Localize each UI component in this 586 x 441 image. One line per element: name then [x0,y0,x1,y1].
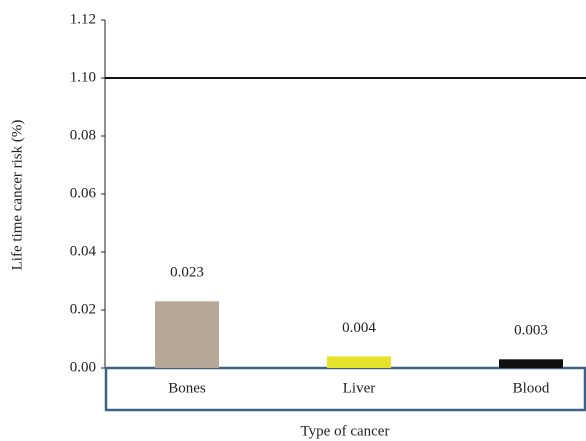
y-tick-label: 0.00 [70,359,96,375]
bar [499,359,563,368]
y-tick-label: 0.04 [70,243,97,259]
value-label: 0.023 [170,265,204,281]
y-tick-label: 1.10 [70,69,96,85]
bar [327,356,391,368]
y-tick-label: 0.08 [70,127,96,143]
x-tick-label: Blood [513,380,550,396]
y-tick-label: 0.02 [70,301,96,317]
value-label: 0.004 [342,320,376,336]
x-axis-title: Type of cancer [301,423,390,439]
y-tick-label: 1.12 [70,11,96,27]
x-tick-label: Bones [168,380,206,396]
y-axis-title: Life time cancer risk (%) [9,120,25,271]
bar [155,301,219,368]
y-tick-label: 0.06 [70,185,97,201]
x-tick-label: Liver [343,380,375,396]
value-label: 0.003 [514,323,548,339]
